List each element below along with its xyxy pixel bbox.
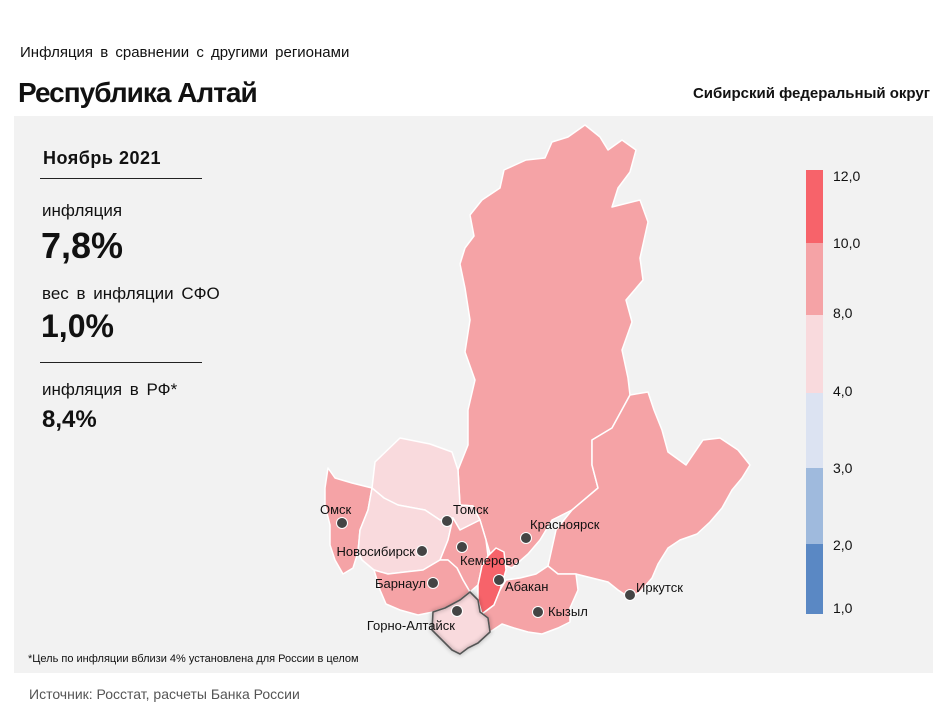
period-label: Ноябрь 2021 [43,148,161,168]
city-marker [416,545,428,557]
city-label: Томск [453,502,489,517]
city-label: Иркутск [636,580,683,595]
region-10: Республика Тыва [481,565,579,635]
legend-tick-label: 8,0 [833,305,853,321]
city-label: Красноярск [530,517,600,532]
city-label: Горно-Алтайск [367,618,455,633]
legend-swatch [806,170,823,243]
footnote: *Цель по инфляции вблизи 4% установлена … [28,653,359,665]
source-note: Источник: Росстат, расчеты Банка России [29,686,300,702]
city-marker [336,517,348,529]
rf-inflation-label: инфляция в РФ* [42,380,178,399]
city-label: Омск [320,502,352,517]
city-label: Абакан [505,579,548,594]
inflation-value: 7,8% [41,225,124,266]
divider [40,362,202,363]
city-marker [427,577,439,589]
city-marker [456,541,468,553]
legend-tick-label: 3,0 [833,460,853,476]
legend-tick-label: 4,0 [833,383,853,399]
city-marker [624,589,636,601]
city-marker [451,605,463,617]
city-label: Кызыл [548,604,588,619]
rf-inflation-value: 8,4% [42,406,97,433]
highlighted-region-outline [431,591,491,655]
legend-swatch [806,468,823,544]
legend-tick-label: 1,0 [833,600,853,616]
legend-swatch [806,243,823,315]
inflation-label: инфляция [42,201,123,220]
region-1: Красноярский край [457,124,649,569]
legend-tick-label: 12,0 [833,168,861,184]
city-label: Барнаул [375,576,426,591]
city-marker [493,574,505,586]
city-label: Кемерово [460,553,519,568]
weight-label: вес в инфляции СФО [42,284,220,303]
legend-tick-label: 10,0 [833,235,861,251]
region-2: Иркутская область [547,391,751,599]
divider [40,178,202,179]
city-label: Новосибирск [337,544,416,559]
city-marker [532,606,544,618]
legend-swatch [806,315,823,393]
subtitle: Инфляция в сравнении с другими регионами [20,44,350,61]
city-marker [441,515,453,527]
legend-swatch [806,393,823,468]
district-label: Сибирский федеральный округ [692,85,930,102]
city-marker [520,532,532,544]
legend-tick-label: 2,0 [833,537,853,553]
page-title: Республика Алтай [18,77,258,108]
legend-swatch [806,544,823,614]
weight-value: 1,0% [41,308,114,344]
region-3: Омская область [324,467,373,575]
